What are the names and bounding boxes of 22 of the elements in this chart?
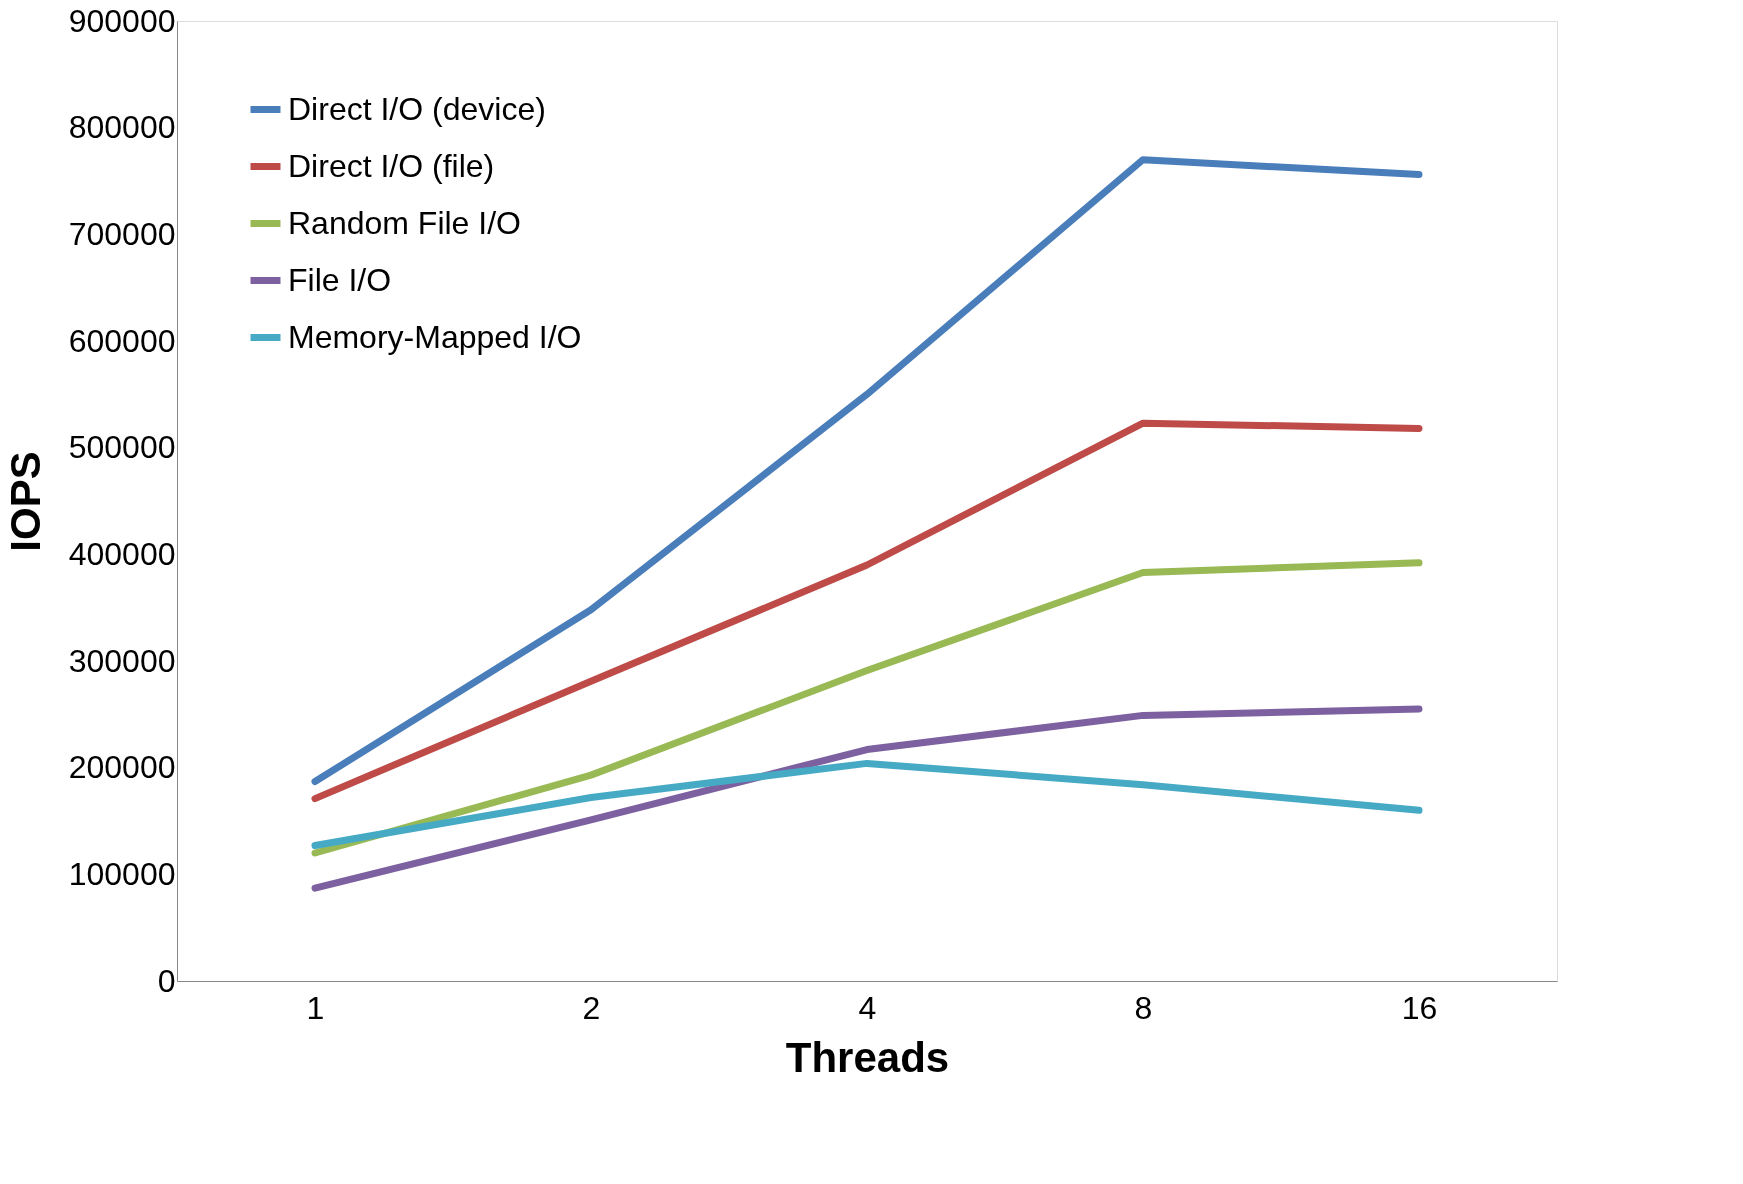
y-tick-label: 800000 — [68, 109, 176, 146]
y-tick-label: 100000 — [68, 855, 176, 892]
y-tick-label: 300000 — [68, 642, 176, 679]
y-tick-label: 0 — [157, 962, 176, 999]
x-axis-title: Threads — [785, 1033, 950, 1081]
x-tick-label: 1 — [306, 989, 325, 1026]
x-tick-label: 8 — [1134, 989, 1153, 1026]
legend-label: Random File I/O — [288, 204, 521, 241]
x-tick-label: 4 — [858, 989, 877, 1026]
x-tick-label: 16 — [1401, 989, 1438, 1026]
y-tick-label: 500000 — [68, 429, 176, 466]
legend-label: File I/O — [288, 261, 392, 298]
y-tick-label: 400000 — [68, 535, 176, 572]
y-tick-label: 200000 — [68, 749, 176, 786]
y-axis-title: IOPS — [1, 451, 49, 552]
y-tick-label: 900000 — [68, 2, 176, 39]
legend-label: Direct I/O (file) — [288, 147, 495, 184]
x-tick-label: 2 — [582, 989, 601, 1026]
y-tick-label: 600000 — [68, 322, 176, 359]
legend-label: Memory-Mapped I/O — [288, 318, 582, 355]
legend-label: Direct I/O (device) — [288, 90, 546, 127]
y-tick-label: 700000 — [68, 215, 176, 252]
